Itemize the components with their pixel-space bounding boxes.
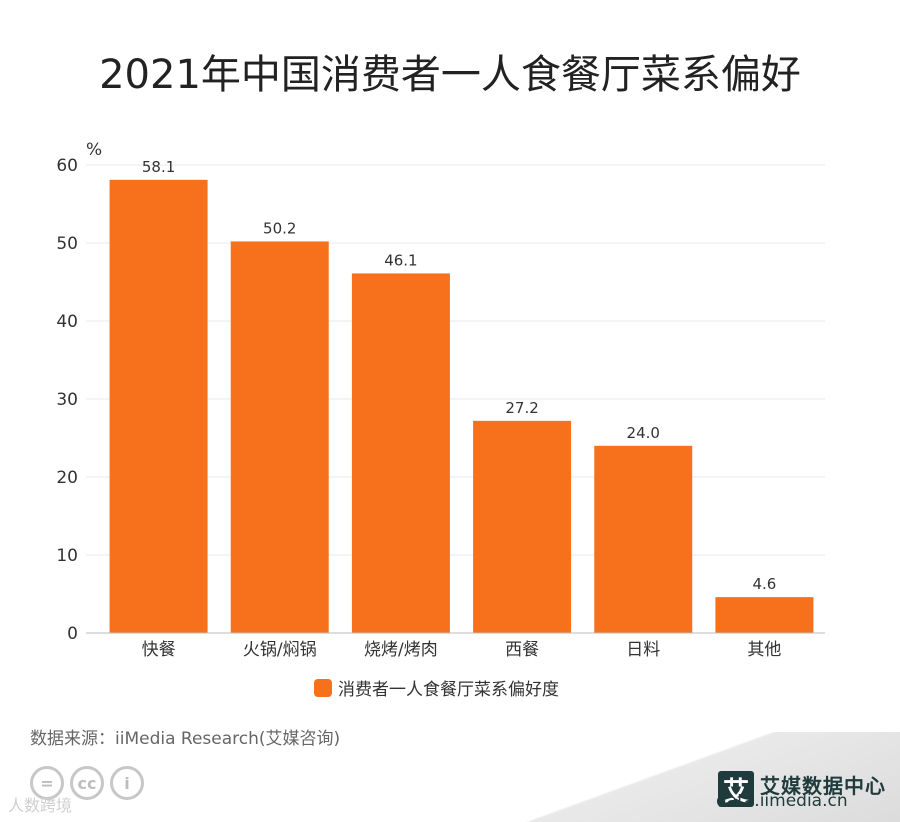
bar-chart: 0 10 20 30 40 50 60% 58.1 快餐 50.2 火锅/焖锅 46.1 烧烤/烤肉 27… bbox=[56, 140, 825, 660]
cc-nd-icon: = bbox=[30, 766, 64, 800]
x-tick-label: 日料 bbox=[626, 640, 660, 660]
data-label: 27.2 bbox=[505, 399, 538, 417]
license-icons: = cc i bbox=[30, 766, 144, 800]
x-tick-label: 烧烤/烤肉 bbox=[364, 640, 438, 660]
y-tick-label: 40 bbox=[56, 312, 78, 332]
y-tick-label: 20 bbox=[56, 468, 78, 488]
data-label: 50.2 bbox=[263, 219, 296, 237]
legend-label: 消费者一人食餐厅菜系偏好度 bbox=[338, 680, 559, 700]
brand-name: 艾媒数据中心 bbox=[760, 774, 886, 798]
bar bbox=[473, 420, 572, 633]
bar bbox=[594, 445, 693, 633]
data-label: 24.0 bbox=[627, 424, 660, 442]
bar bbox=[715, 597, 814, 633]
cc-by-icon: i bbox=[110, 766, 144, 800]
x-tick-label: 其他 bbox=[747, 640, 781, 660]
x-tick-label: 西餐 bbox=[505, 640, 539, 660]
brand-url: data.iimedia.cn bbox=[716, 791, 848, 811]
y-axis-label: % bbox=[86, 140, 102, 160]
legend[interactable]: 消费者一人食餐厅菜系偏好度 bbox=[314, 675, 559, 700]
source-note: 数据来源：iiMedia Research(艾媒咨询) bbox=[30, 729, 341, 749]
y-tick-label: 50 bbox=[56, 234, 78, 254]
bar bbox=[109, 179, 208, 633]
brand-logo-icon: 艾 bbox=[718, 771, 754, 807]
y-tick-label: 10 bbox=[56, 546, 78, 566]
y-tick-label: 0 bbox=[67, 624, 78, 644]
bar bbox=[230, 241, 329, 633]
x-tick-label: 火锅/焖锅 bbox=[243, 640, 317, 660]
data-label: 58.1 bbox=[142, 158, 175, 176]
data-label: 46.1 bbox=[384, 251, 417, 269]
chart-title: 2021年中国消费者一人食餐厅菜系偏好 bbox=[99, 52, 801, 98]
bar bbox=[351, 273, 450, 633]
data-label: 4.6 bbox=[752, 575, 776, 593]
y-tick-label: 60 bbox=[56, 156, 78, 176]
x-tick-label: 快餐 bbox=[142, 640, 176, 660]
y-tick-label: 30 bbox=[56, 390, 78, 410]
legend-swatch bbox=[314, 678, 332, 697]
corner-decoration bbox=[520, 732, 900, 822]
cc-icon: cc bbox=[70, 766, 104, 800]
watermark: 人数跨境 bbox=[8, 796, 73, 815]
